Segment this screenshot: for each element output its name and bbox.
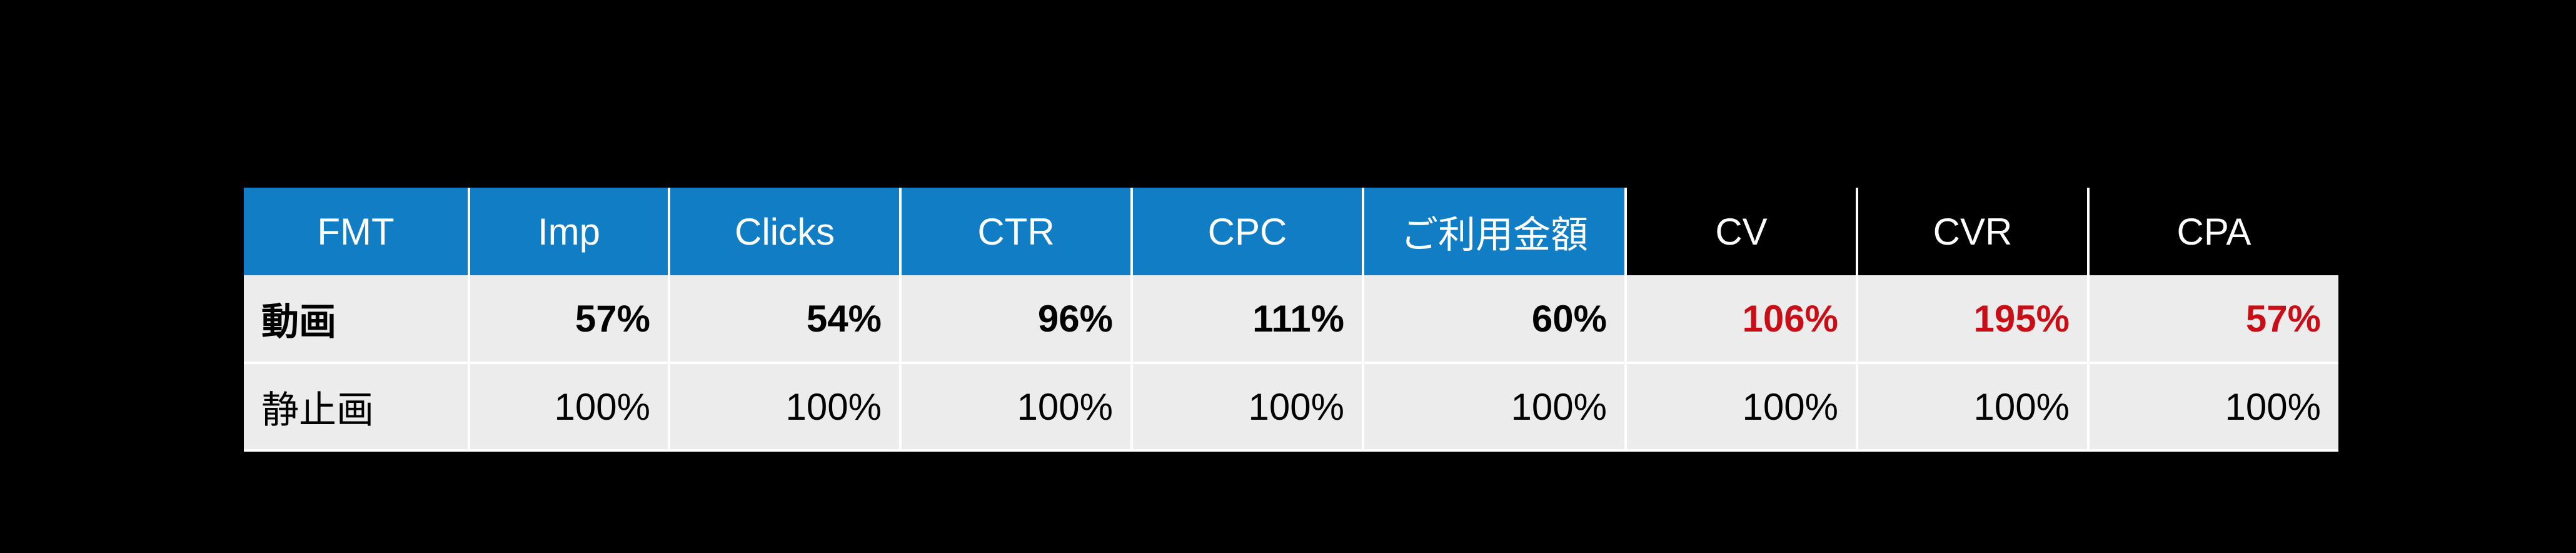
cell-value: 96% <box>900 275 1132 363</box>
col-header-7: CVR <box>1857 188 2088 275</box>
cell-value: 100% <box>2088 363 2338 450</box>
col-header-3: CTR <box>900 188 1132 275</box>
cell-value: 100% <box>1857 363 2088 450</box>
cell-value: 100% <box>469 363 669 450</box>
metrics-table: FMTImpClicksCTRCPCご利用金額CVCVRCPA 動画57%54%… <box>244 188 2338 452</box>
col-header-5: ご利用金額 <box>1363 188 1626 275</box>
table-row: 静止画100%100%100%100%100%100%100%100% <box>244 363 2338 450</box>
cell-value: 111% <box>1132 275 1363 363</box>
col-header-6: CV <box>1626 188 1857 275</box>
table-header-row: FMTImpClicksCTRCPCご利用金額CVCVRCPA <box>244 188 2338 275</box>
metrics-table-container: FMTImpClicksCTRCPCご利用金額CVCVRCPA 動画57%54%… <box>244 188 2332 452</box>
col-header-1: Imp <box>469 188 669 275</box>
cell-value: 100% <box>900 363 1132 450</box>
cell-value: 100% <box>669 363 900 450</box>
cell-value: 100% <box>1626 363 1857 450</box>
cell-value: 57% <box>469 275 669 363</box>
row-label: 静止画 <box>244 363 469 450</box>
cell-value: 195% <box>1857 275 2088 363</box>
cell-value: 60% <box>1363 275 1626 363</box>
cell-value: 106% <box>1626 275 1857 363</box>
cell-value: 57% <box>2088 275 2338 363</box>
table-row: 動画57%54%96%111%60%106%195%57% <box>244 275 2338 363</box>
col-header-4: CPC <box>1132 188 1363 275</box>
row-label: 動画 <box>244 275 469 363</box>
col-header-8: CPA <box>2088 188 2338 275</box>
cell-value: 100% <box>1132 363 1363 450</box>
cell-value: 54% <box>669 275 900 363</box>
col-header-2: Clicks <box>669 188 900 275</box>
cell-value: 100% <box>1363 363 1626 450</box>
col-header-0: FMT <box>244 188 469 275</box>
